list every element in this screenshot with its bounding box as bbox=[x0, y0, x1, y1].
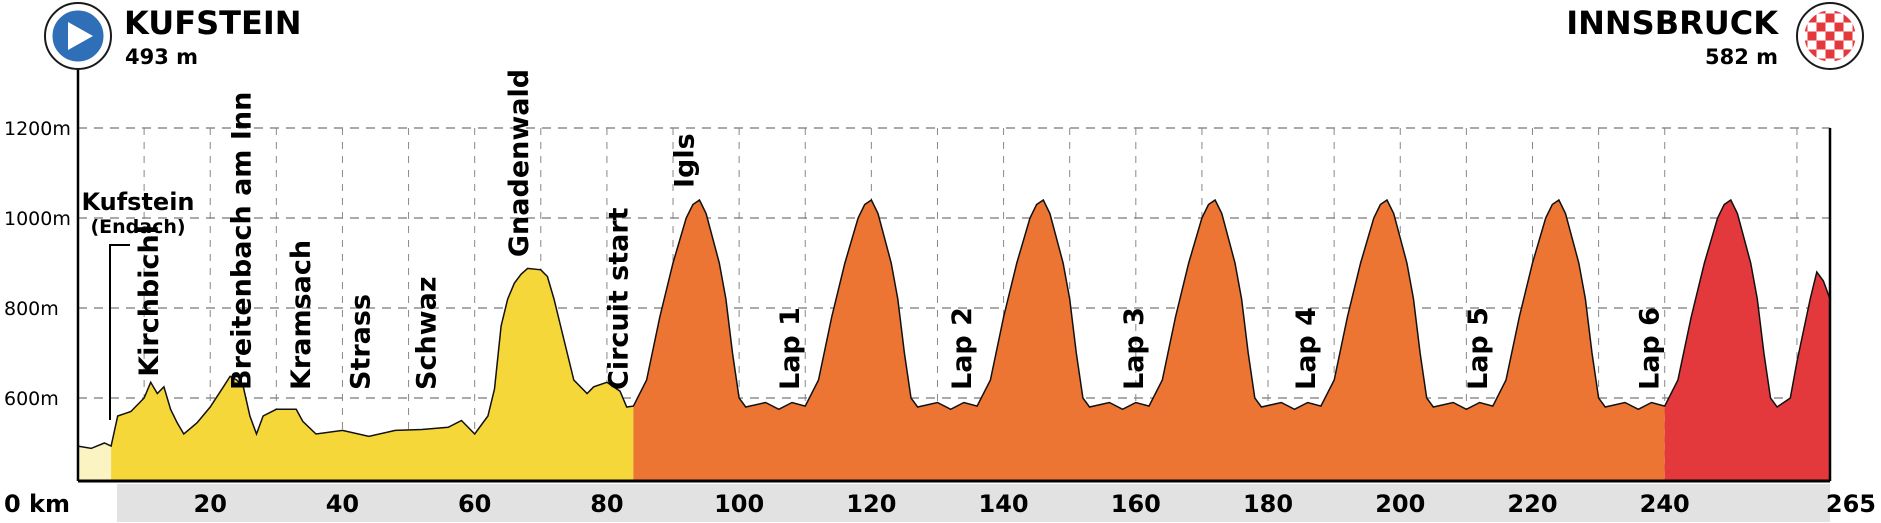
x-tick-labels: 0 km 20 40 60 80 100 120 140 160 180 200 220 240 265 bbox=[4, 490, 1876, 518]
waypoint-label: Schwaz bbox=[412, 276, 443, 390]
waypoint-label: Strass bbox=[346, 294, 377, 390]
x-tick-label: 0 km bbox=[4, 490, 70, 518]
play-icon bbox=[68, 22, 93, 50]
flag-square bbox=[1834, 22, 1844, 32]
x-tick-label: 100 bbox=[714, 490, 764, 518]
waypoint-label: Kramsach bbox=[286, 240, 317, 390]
flag-square bbox=[1807, 13, 1817, 23]
waypoint-label: Lap 5 bbox=[1463, 307, 1494, 390]
flag-square bbox=[1825, 49, 1835, 59]
flag-square bbox=[1807, 31, 1817, 41]
waypoint-label: Igls bbox=[670, 133, 701, 188]
flag-square bbox=[1843, 49, 1853, 59]
flag-square bbox=[1816, 49, 1826, 59]
flag-square bbox=[1825, 9, 1835, 14]
flag-square bbox=[1843, 13, 1853, 23]
waypoint-label: Lap 4 bbox=[1291, 307, 1322, 390]
x-tick-label: 240 bbox=[1640, 490, 1690, 518]
x-tick-label: 265 bbox=[1826, 490, 1876, 518]
flag-square bbox=[1816, 13, 1826, 23]
profile-segment bbox=[1664, 200, 1830, 481]
waypoint-label: Lap 2 bbox=[947, 307, 978, 390]
y-tick-label: 600m bbox=[4, 388, 59, 410]
flag-square bbox=[1825, 58, 1835, 63]
x-tick-label: 20 bbox=[194, 490, 227, 518]
waypoint-labels: Kirchbichl Breitenbach am Inn Kramsach Stra… bbox=[134, 69, 1666, 390]
start-marker: KUFSTEIN 493 m bbox=[44, 2, 302, 70]
waypoint-label: Lap 3 bbox=[1119, 307, 1150, 390]
flag-square bbox=[1807, 40, 1817, 50]
waypoint-label: Gnadenwald bbox=[504, 69, 535, 257]
waypoint-label: Lap 1 bbox=[775, 307, 806, 390]
flag-square bbox=[1843, 40, 1853, 50]
flag-square bbox=[1843, 31, 1853, 41]
checkered-flag-icon bbox=[1803, 9, 1857, 63]
flag-square bbox=[1825, 31, 1835, 41]
profile-areas bbox=[78, 200, 1830, 481]
profile-segment bbox=[633, 200, 1665, 481]
start-note-leader bbox=[109, 244, 130, 420]
flag-square bbox=[1807, 22, 1817, 32]
flag-square bbox=[1816, 31, 1826, 41]
flag-square bbox=[1843, 22, 1853, 32]
finish-town: INNSBRUCK bbox=[1566, 4, 1779, 42]
flag-square bbox=[1816, 40, 1826, 50]
x-tick-label: 180 bbox=[1243, 490, 1293, 518]
waypoint-label: Lap 6 bbox=[1635, 307, 1666, 390]
start-note-line2: (Endach) bbox=[90, 216, 185, 238]
start-note: Kufstein (Endach) bbox=[81, 188, 195, 420]
finish-elevation: 582 m bbox=[1705, 45, 1778, 69]
start-elevation: 493 m bbox=[125, 45, 198, 69]
flag-square bbox=[1834, 49, 1844, 59]
y-tick-label: 1000m bbox=[4, 208, 71, 230]
waypoint-label: Breitenbach am Inn bbox=[227, 92, 258, 390]
finish-marker: INNSBRUCK 582 m bbox=[1566, 2, 1864, 70]
x-tick-label: 80 bbox=[590, 490, 623, 518]
start-note-line1: Kufstein bbox=[81, 188, 194, 216]
flag-square bbox=[1816, 22, 1826, 32]
x-tick-label: 140 bbox=[979, 490, 1029, 518]
x-tick-label: 40 bbox=[326, 490, 359, 518]
waypoint-label: Kirchbichl bbox=[134, 225, 165, 377]
x-tick-label: 220 bbox=[1507, 490, 1557, 518]
flag-square bbox=[1825, 22, 1835, 32]
x-tick-label: 200 bbox=[1375, 490, 1425, 518]
flag-square bbox=[1803, 31, 1808, 41]
y-tick-label: 800m bbox=[4, 298, 59, 320]
x-tick-label: 160 bbox=[1111, 490, 1161, 518]
waypoint-label: Circuit start bbox=[603, 207, 634, 390]
flag-square bbox=[1834, 40, 1844, 50]
km-band bbox=[117, 484, 1830, 522]
flag-square bbox=[1834, 13, 1844, 23]
x-tick-label: 60 bbox=[458, 490, 491, 518]
start-town: KUFSTEIN bbox=[124, 4, 302, 42]
flag-square bbox=[1825, 40, 1835, 50]
finish-icon-rim bbox=[1801, 7, 1859, 65]
profile-segment bbox=[78, 443, 112, 481]
flag-square bbox=[1852, 31, 1857, 41]
y-tick-label: 1200m bbox=[4, 118, 71, 140]
flag-square bbox=[1825, 13, 1835, 23]
flag-square bbox=[1834, 31, 1844, 41]
profile-outline bbox=[77, 198, 1831, 450]
flag-square bbox=[1807, 49, 1817, 59]
x-tick-label: 120 bbox=[846, 490, 896, 518]
